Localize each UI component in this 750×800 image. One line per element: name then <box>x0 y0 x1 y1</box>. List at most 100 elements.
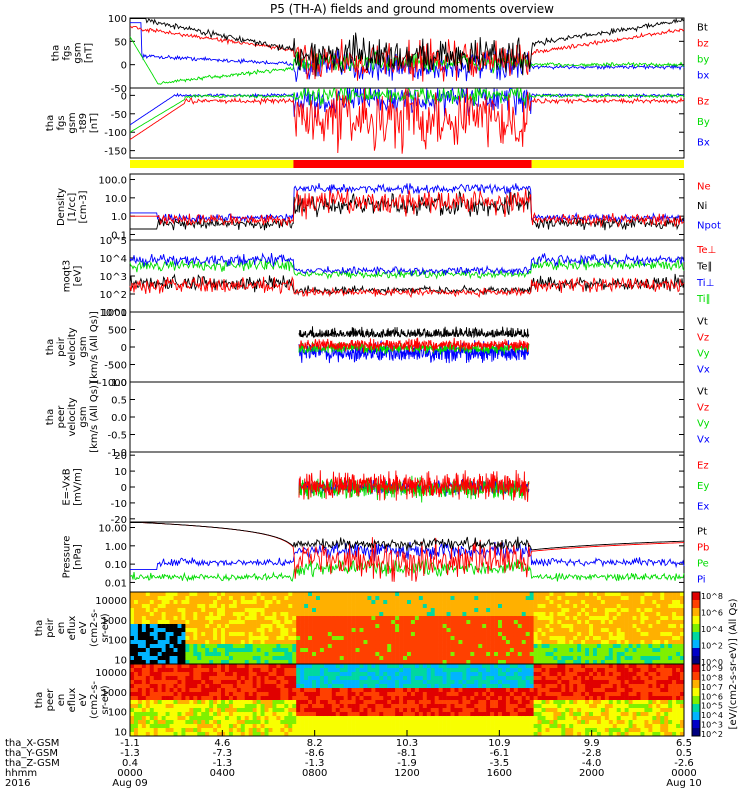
spectrogram-cell <box>478 720 483 725</box>
spectrogram-cell <box>201 628 206 633</box>
spectrogram-cell <box>379 600 384 605</box>
spectrogram-cell <box>565 664 570 669</box>
spectrogram-cell <box>264 592 269 597</box>
y-axis-label-line: E=-VxB <box>62 468 73 505</box>
spectrogram-cell <box>359 708 364 713</box>
spectrogram-cell <box>153 692 158 697</box>
spectrogram-cell <box>430 724 435 729</box>
spectrogram-cell <box>541 724 546 729</box>
spectrogram-cell <box>446 648 451 653</box>
spectrogram-cell <box>517 668 523 673</box>
spectrogram-cell <box>379 704 384 709</box>
spectrogram-cell <box>141 608 147 613</box>
spectrogram-cell <box>569 688 574 693</box>
spectrogram-cell <box>608 652 614 657</box>
spectrogram-cell <box>343 660 348 665</box>
spectrogram-cell <box>438 664 443 669</box>
spectrogram-cell <box>315 612 321 617</box>
spectrogram-cell <box>161 664 166 669</box>
legend-Ez: Ez <box>697 460 709 471</box>
spectrogram-cell <box>331 616 337 621</box>
spectrogram-cell <box>165 624 170 629</box>
spectrogram-cell <box>410 648 416 653</box>
spectrogram-cell <box>501 592 507 597</box>
spectrogram-cell <box>664 604 669 609</box>
spectrogram-cell <box>414 708 420 713</box>
spectrogram-cell <box>486 692 491 697</box>
spectrogram-cell <box>169 664 174 669</box>
panel-p5: 10005000-500-1000thapeirvelocitygsm[km/s… <box>45 308 710 389</box>
spectrogram-cell <box>505 592 511 597</box>
spectrogram-cell <box>181 628 186 633</box>
spectrogram-cell <box>130 636 135 641</box>
spectrogram-cell <box>478 632 483 637</box>
spectrogram-cell <box>438 676 443 681</box>
spectrogram-cell <box>450 668 455 673</box>
spectrogram-cell <box>501 596 507 601</box>
spectrogram-cell <box>600 652 606 657</box>
spectrogram-cell <box>355 684 360 689</box>
spectrogram-cell <box>438 660 443 665</box>
spectrogram-cell <box>213 612 218 617</box>
spectrogram-cell <box>624 624 629 629</box>
spectrogram-cell <box>284 684 289 689</box>
spectrogram-cell <box>395 644 400 649</box>
series-bx <box>130 22 685 82</box>
spectrogram-cell <box>549 648 554 653</box>
spectrogram-cell <box>224 652 230 657</box>
spectrogram-cell <box>133 704 139 709</box>
spectrogram-cell <box>252 664 257 669</box>
spectrogram-cell <box>161 720 166 725</box>
spectrogram-cell <box>581 612 586 617</box>
spectrogram-cell <box>221 708 226 713</box>
spectrogram-cell <box>656 652 661 657</box>
spectrogram-cell <box>197 604 202 609</box>
spectrogram-cell <box>418 672 424 677</box>
spectrogram-cell <box>193 696 198 701</box>
spectrogram-cell <box>319 700 325 705</box>
spectrogram-cell <box>248 724 253 729</box>
spectrogram-cell <box>565 708 570 713</box>
spectrogram-cell <box>284 688 289 693</box>
spectrogram-cell <box>422 688 428 693</box>
spectrogram-cell <box>581 624 586 629</box>
spectrogram-cell <box>228 688 234 693</box>
spectrogram-cell <box>632 628 637 633</box>
spectrogram-cell <box>161 656 166 661</box>
spectrogram-cell <box>553 596 558 601</box>
spectrogram-cell <box>248 672 253 677</box>
spectrogram-cell <box>624 640 629 645</box>
spectrogram-cell <box>304 716 309 721</box>
spectrogram-cell <box>577 636 582 641</box>
spectrogram-cell <box>304 712 309 717</box>
spectrogram-cell <box>272 724 277 729</box>
spectrogram-cell <box>592 680 598 685</box>
spectrogram-cell <box>680 648 685 653</box>
spectrogram-cell <box>410 604 416 609</box>
spectrogram-cell <box>157 636 162 641</box>
spectrogram-cell <box>505 656 511 661</box>
spectrogram-cell <box>153 676 158 681</box>
spectrogram-cell <box>632 648 637 653</box>
spectrogram-cell <box>268 604 273 609</box>
spectrogram-cell <box>486 600 491 605</box>
spectrogram-cell <box>391 672 396 677</box>
spectrogram-cell <box>644 624 649 629</box>
spectrogram-cell <box>213 660 218 665</box>
spectrogram-cell <box>367 684 372 689</box>
spectrogram-cell <box>213 592 218 597</box>
spectrogram-cell <box>355 652 360 657</box>
spectrogram-cell <box>296 728 301 733</box>
spectrogram-cell <box>612 624 618 629</box>
spectrogram-cell <box>268 648 273 653</box>
spectrogram-cell <box>541 672 546 677</box>
spectrogram-cell <box>509 648 515 653</box>
spectrogram-cell <box>197 692 202 697</box>
spectrogram-cell <box>347 732 352 737</box>
spectrogram-cell <box>268 624 273 629</box>
spectrogram-cell <box>557 668 562 673</box>
spectrogram-cell <box>395 692 400 697</box>
spectrogram-cell <box>557 696 562 701</box>
spectrogram-cell <box>343 728 348 733</box>
spectrogram-cell <box>450 712 455 717</box>
